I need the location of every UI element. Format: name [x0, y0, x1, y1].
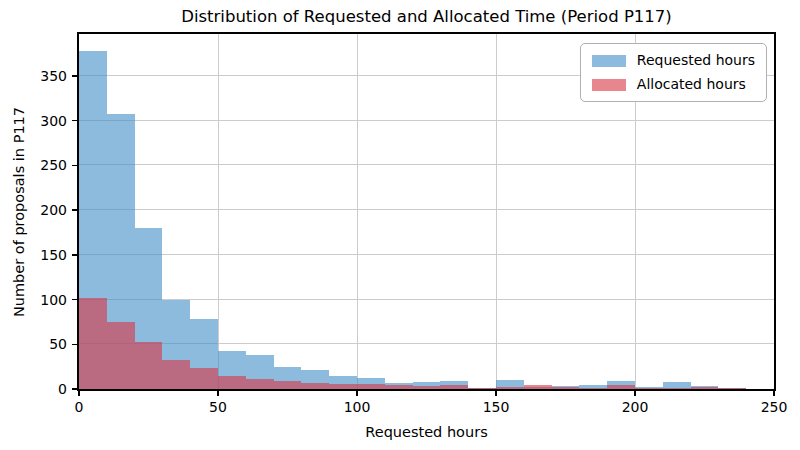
y-tick-label-100: 100 — [21, 291, 67, 309]
y-tick-mark-0 — [72, 388, 77, 390]
y-tick-label-50: 50 — [21, 335, 67, 353]
hist-bar-allocated-200 — [635, 388, 663, 389]
hist-bar-allocated-210 — [663, 388, 691, 389]
hist-bar-allocated-30 — [162, 360, 190, 390]
legend: Requested hours Allocated hours — [580, 43, 767, 102]
y-tick-mark-250 — [72, 165, 77, 167]
hist-bar-allocated-130 — [440, 385, 468, 389]
hist-bar-allocated-0 — [79, 298, 107, 389]
legend-swatch-allocated-icon — [592, 79, 626, 91]
hist-bar-allocated-50 — [218, 376, 246, 389]
x-tick-mark-200 — [634, 391, 636, 396]
gridline-x-100 — [357, 34, 358, 389]
gridline-y-300 — [79, 120, 774, 121]
x-tick-label-0: 0 — [49, 399, 109, 415]
y-tick-label-300: 300 — [21, 112, 67, 130]
hist-bar-allocated-20 — [135, 342, 163, 389]
gridline-x-150 — [496, 34, 497, 389]
x-tick-mark-150 — [495, 391, 497, 396]
gridline-y-200 — [79, 209, 774, 210]
x-tick-mark-250 — [773, 391, 775, 396]
hist-bar-allocated-230 — [718, 388, 746, 389]
y-tick-label-250: 250 — [21, 156, 67, 174]
legend-label-allocated: Allocated hours — [637, 76, 746, 93]
x-axis-label: Requested hours — [77, 424, 776, 440]
hist-bar-allocated-150 — [496, 387, 524, 389]
x-tick-mark-50 — [217, 391, 219, 396]
x-tick-mark-100 — [356, 391, 358, 396]
x-tick-label-100: 100 — [327, 399, 387, 415]
x-tick-label-50: 50 — [188, 399, 248, 415]
hist-bar-allocated-60 — [246, 379, 274, 389]
hist-bar-allocated-80 — [301, 383, 329, 389]
hist-bar-allocated-190 — [607, 385, 635, 389]
hist-bar-allocated-10 — [107, 322, 135, 389]
y-tick-label-0: 0 — [21, 380, 67, 398]
gridline-y-250 — [79, 164, 774, 165]
y-tick-label-200: 200 — [21, 201, 67, 219]
x-tick-label-200: 200 — [605, 399, 665, 415]
x-tick-label-150: 150 — [466, 399, 526, 415]
y-tick-label-350: 350 — [21, 67, 67, 85]
y-tick-label-150: 150 — [21, 246, 67, 264]
y-tick-mark-150 — [72, 254, 77, 256]
legend-item-allocated: Allocated hours — [592, 76, 755, 93]
y-tick-mark-350 — [72, 75, 77, 77]
hist-bar-allocated-160 — [524, 385, 552, 389]
legend-item-requested: Requested hours — [592, 52, 755, 69]
chart-title: Distribution of Requested and Allocated … — [77, 7, 776, 27]
y-tick-mark-300 — [72, 120, 77, 122]
hist-bar-allocated-100 — [357, 384, 385, 389]
figure: Distribution of Requested and Allocated … — [0, 0, 800, 450]
x-tick-mark-0 — [78, 391, 80, 396]
hist-bar-allocated-120 — [413, 386, 441, 389]
hist-bar-allocated-70 — [274, 381, 302, 389]
legend-label-requested: Requested hours — [637, 52, 755, 69]
hist-bar-allocated-110 — [385, 385, 413, 389]
x-tick-label-250: 250 — [744, 399, 800, 415]
gridline-y-150 — [79, 254, 774, 255]
hist-bar-allocated-140 — [468, 388, 496, 389]
hist-bar-allocated-40 — [190, 368, 218, 389]
plot-area: Requested hours Allocated hours — [77, 32, 776, 391]
hist-bar-allocated-170 — [552, 387, 580, 389]
y-tick-mark-100 — [72, 299, 77, 301]
hist-bar-allocated-90 — [329, 384, 357, 389]
y-tick-mark-200 — [72, 209, 77, 211]
legend-swatch-requested-icon — [592, 55, 626, 67]
hist-bar-allocated-180 — [579, 388, 607, 389]
hist-bar-allocated-220 — [691, 387, 719, 389]
y-tick-mark-50 — [72, 344, 77, 346]
